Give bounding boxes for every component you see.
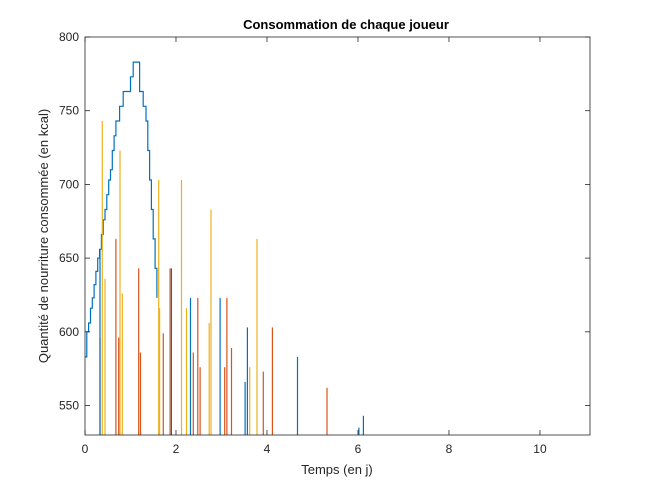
y-tick-label-0: 550 [59,399,79,413]
x-tick-label-2: 4 [264,442,271,456]
y-axis-label: Quantité de nourriture consommée (en kca… [36,109,51,363]
x-tick-label-1: 2 [173,442,180,456]
y-tick-label-2: 650 [59,251,79,265]
y-tick-label-3: 700 [59,177,79,191]
x-axis-label: Temps (en j) [301,462,373,477]
x-axis-ticks: 0 2 4 6 8 10 [82,37,547,456]
axes-box [84,36,591,436]
plot-area [85,37,590,435]
series-layer [85,61,364,435]
axes-frame [84,36,591,436]
y-tick-label-1: 600 [59,325,79,339]
x-tick-label-4: 8 [446,442,453,456]
series-0-line [85,61,158,358]
chart-title: Consommation de chaque joueur [243,17,449,32]
x-tick-label-5: 10 [533,442,547,456]
x-tick-label-0: 0 [82,442,89,456]
y-tick-label-5: 800 [59,30,79,44]
x-tick-label-3: 6 [355,442,362,456]
y-axis-ticks: 550 600 650 700 750 800 [59,30,590,413]
y-tick-label-4: 750 [59,104,79,118]
